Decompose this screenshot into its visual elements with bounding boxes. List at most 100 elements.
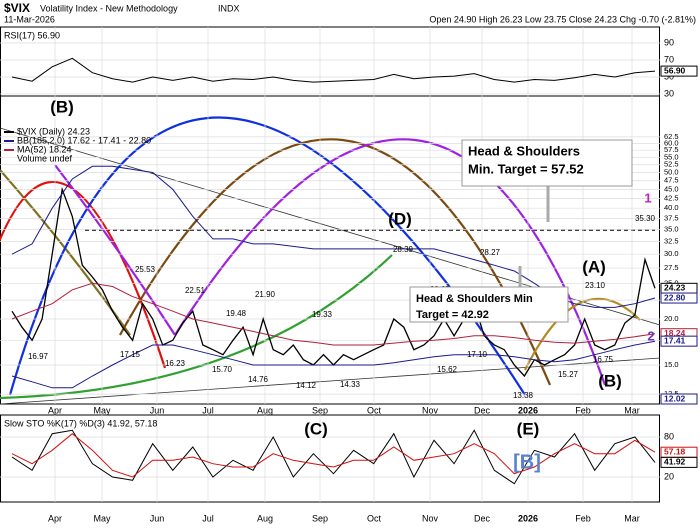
quote: Open 24.90 High 26.23 Low 23.75 Close 24… — [429, 14, 696, 24]
callout-text: Min. Target = 57.52 — [468, 161, 584, 176]
y-tick-label: 35.0 — [664, 225, 679, 234]
x-tick-label: Feb — [575, 405, 591, 415]
x-tick-label: Aug — [257, 513, 273, 523]
price-label: 25.53 — [135, 265, 156, 274]
x-tick-label: Sep — [312, 513, 328, 523]
y-tick-label: 60.0 — [664, 138, 679, 147]
y-tick-label: 80 — [664, 431, 674, 441]
price-label: 17.15 — [120, 350, 141, 359]
x-tick-label: Dec — [474, 513, 491, 523]
y-tick-label: 40.0 — [664, 203, 679, 212]
x-tick-label: Mar — [624, 405, 640, 415]
value-label-box — [660, 393, 698, 405]
cycle-arc — [0, 254, 393, 400]
x-tick-label: Nov — [422, 513, 439, 523]
y-tick-label: 15.0 — [664, 360, 679, 369]
x-tick-label: Apr — [48, 405, 62, 415]
x-tick-label: Aug — [257, 405, 273, 415]
y-tick-label: 30 — [664, 88, 674, 98]
series-line — [11, 429, 656, 485]
wave-label: (D) — [388, 209, 412, 228]
callout-box — [409, 286, 569, 323]
x-tick-label: 2026 — [518, 405, 538, 415]
y-tick-label: 42.5 — [664, 193, 679, 202]
price-label: 22.51 — [185, 286, 206, 295]
wave-label: (B) — [598, 371, 622, 390]
y-tick-label: 32.5 — [664, 236, 679, 245]
cycle-arc — [174, 138, 607, 386]
wave-label: [B] — [513, 451, 541, 473]
callout-text: Head & Shoulders Min — [416, 293, 533, 305]
panel-title: Slow STO %K(17) %D(3) 41.92, 57.18 — [4, 418, 157, 428]
value-label-box — [660, 335, 698, 347]
x-tick-label: May — [93, 513, 111, 523]
y-tick-label: 70 — [664, 54, 674, 64]
value-label-box — [660, 292, 698, 304]
value-label: 24.23 — [664, 283, 686, 293]
x-tick-label: Jul — [202, 513, 214, 523]
value-label: 41.92 — [664, 457, 686, 467]
legend-entry: $VIX (Daily) 24.23 — [17, 126, 90, 136]
price-label: 13.38 — [513, 391, 534, 400]
price-label: 16.23 — [165, 359, 186, 368]
x-tick-label: 2026 — [518, 513, 538, 523]
price-label: 28.39 — [393, 245, 414, 254]
x-tick-label: Nov — [422, 405, 439, 415]
lower-band — [11, 340, 656, 389]
wave-label: (C) — [304, 419, 328, 438]
cycle-arcs — [0, 116, 641, 400]
price-label: 19.48 — [226, 309, 247, 318]
price-label: 15.70 — [212, 365, 233, 374]
cycle-arc — [54, 164, 176, 336]
trendline — [0, 357, 661, 405]
price-label: 14.76 — [248, 375, 269, 384]
x-tick-label: Dec — [474, 405, 491, 415]
cycle-arc — [0, 180, 167, 369]
price-label: 15.27 — [558, 370, 579, 379]
price-label: 19.33 — [312, 310, 333, 319]
y-tick-label: 20 — [664, 471, 674, 481]
value-label: 56.90 — [664, 65, 686, 75]
y-tick-label: 50.0 — [664, 168, 679, 177]
price-label: 17.10 — [467, 350, 488, 359]
value-label-box — [660, 456, 698, 468]
legend-entry: MA(52) 18.24 — [17, 144, 72, 154]
rsi-panel — [0, 26, 660, 97]
wave-label: (A) — [582, 257, 606, 276]
panel-title: RSI(17) 56.90 — [4, 30, 60, 40]
callout-box — [461, 139, 633, 187]
price-label: 28.27 — [480, 248, 501, 257]
exchange: INDX — [218, 3, 240, 13]
price-label: 14.33 — [340, 380, 361, 389]
y-tick-label: 45.0 — [664, 184, 679, 193]
cycle-arc — [524, 297, 641, 371]
price-label: 16.75 — [593, 355, 614, 364]
cycle-arc — [119, 138, 552, 386]
y-tick-label: 37.5 — [664, 213, 679, 222]
y-tick-label: 90 — [664, 37, 674, 47]
price-label: 35.30 — [635, 214, 656, 223]
callout-text: Target = 42.92 — [416, 309, 489, 321]
wave-label: 1 — [644, 190, 651, 205]
legend-entry: BB(185,2.0) 17.62 - 17.41 - 22.80 — [17, 135, 151, 145]
symbol: $VIX — [4, 1, 30, 15]
sto-panel — [0, 414, 660, 503]
y-tick-label: 52.5 — [664, 160, 679, 169]
x-tick-label: Mar — [624, 513, 640, 523]
y-tick-label: 30.0 — [664, 249, 679, 258]
y-tick-label: 27.5 — [664, 263, 679, 272]
y-tick-label: 20.0 — [664, 314, 679, 323]
x-tick-label: Jun — [150, 513, 165, 523]
x-tick-label: Jul — [202, 405, 214, 415]
value-label: 18.24 — [664, 328, 686, 338]
series-line — [11, 433, 656, 478]
series-line — [11, 282, 656, 346]
security-name: Volatility Index - New Methodology — [40, 3, 178, 13]
value-label-box — [660, 65, 698, 77]
value-label: 57.18 — [664, 446, 686, 456]
series-line — [11, 57, 656, 83]
x-tick-label: May — [93, 405, 111, 415]
date: 11-Mar-2026 — [4, 14, 55, 24]
price-label: 21.90 — [255, 290, 276, 299]
